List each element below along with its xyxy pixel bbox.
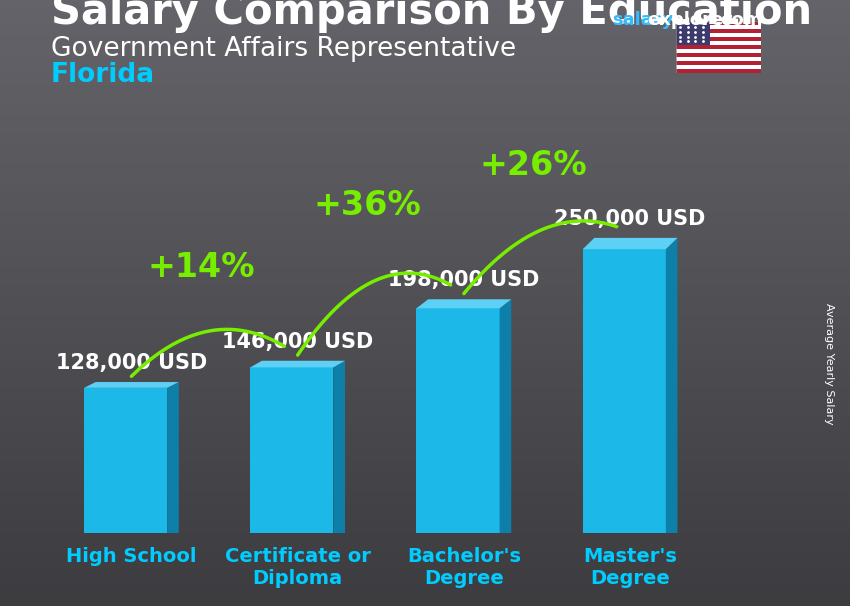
- Polygon shape: [167, 382, 178, 533]
- Bar: [676, 25, 761, 29]
- Bar: [676, 37, 761, 41]
- Text: Salary Comparison By Education: Salary Comparison By Education: [51, 0, 812, 33]
- Text: 146,000 USD: 146,000 USD: [222, 331, 373, 351]
- Bar: [676, 33, 761, 37]
- Bar: [676, 57, 761, 61]
- Polygon shape: [250, 361, 345, 367]
- Bar: [676, 49, 761, 53]
- Bar: [84, 388, 167, 533]
- Bar: [676, 41, 761, 45]
- Polygon shape: [666, 238, 677, 533]
- Text: salary: salary: [612, 11, 673, 29]
- Bar: [676, 68, 761, 73]
- Bar: [416, 308, 500, 533]
- Text: Master's
Degree: Master's Degree: [583, 547, 677, 588]
- Polygon shape: [416, 299, 511, 308]
- Text: Government Affairs Representative: Government Affairs Representative: [51, 36, 516, 62]
- Text: 128,000 USD: 128,000 USD: [56, 353, 207, 373]
- Bar: [676, 21, 761, 25]
- Polygon shape: [583, 238, 677, 249]
- Bar: [676, 53, 761, 57]
- Text: +36%: +36%: [314, 189, 422, 222]
- Text: Bachelor's
Degree: Bachelor's Degree: [407, 547, 521, 588]
- Text: Certificate or
Diploma: Certificate or Diploma: [224, 547, 371, 588]
- Bar: [676, 29, 761, 33]
- Bar: [583, 249, 666, 533]
- Bar: [676, 65, 761, 68]
- Polygon shape: [500, 299, 511, 533]
- Text: +14%: +14%: [148, 251, 255, 284]
- Text: explorer: explorer: [648, 11, 733, 29]
- Text: +26%: +26%: [480, 149, 587, 182]
- Polygon shape: [84, 382, 178, 388]
- Bar: [250, 367, 333, 533]
- Bar: [676, 45, 761, 49]
- Text: Average Yearly Salary: Average Yearly Salary: [824, 303, 834, 424]
- Text: 250,000 USD: 250,000 USD: [554, 208, 706, 228]
- Polygon shape: [333, 361, 345, 533]
- Text: Florida: Florida: [51, 62, 155, 88]
- Bar: [676, 61, 761, 65]
- Text: .com: .com: [714, 11, 762, 29]
- Text: 198,000 USD: 198,000 USD: [388, 270, 540, 290]
- Bar: [676, 21, 710, 45]
- Text: High School: High School: [66, 547, 196, 566]
